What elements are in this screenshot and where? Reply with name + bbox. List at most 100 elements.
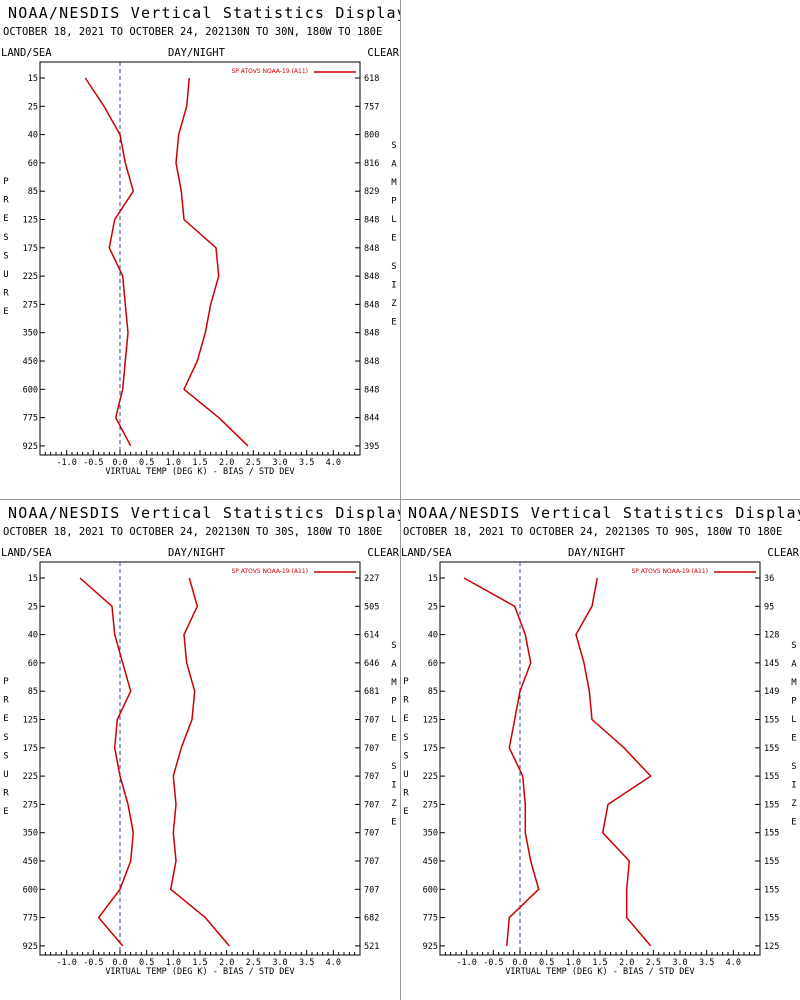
x-tick-label: 2.5 bbox=[246, 958, 261, 968]
sample-size-axis-letter: E bbox=[391, 734, 396, 744]
x-tick-label: 1.0 bbox=[166, 458, 181, 468]
sample-size-label: 844 bbox=[364, 414, 379, 424]
std-dev-line bbox=[575, 577, 652, 947]
pressure-level-label: 925 bbox=[423, 942, 438, 952]
sample-size-label: 800 bbox=[364, 131, 379, 141]
legend-label: SP ATOVS NOAA-19 (A11) bbox=[231, 568, 308, 575]
pressure-axis-letter: R bbox=[3, 696, 9, 706]
x-tick-label: 4.0 bbox=[326, 958, 341, 968]
x-tick-label: 1.0 bbox=[566, 958, 581, 968]
sample-size-label: 505 bbox=[364, 602, 379, 612]
panel-dates: OCTOBER 18, 2021 TO OCTOBER 24, 2021 bbox=[3, 26, 231, 38]
sample-size-axis-letter: I bbox=[391, 781, 396, 791]
pressure-level-label: 15 bbox=[28, 574, 38, 584]
sample-size-label: 155 bbox=[764, 829, 779, 839]
x-tick-label: 2.0 bbox=[219, 958, 234, 968]
pressure-level-label: 600 bbox=[23, 385, 38, 395]
bias-line bbox=[79, 577, 135, 947]
sample-size-axis-letter: S bbox=[391, 762, 396, 772]
x-tick-label: 3.0 bbox=[272, 458, 287, 468]
sample-size-label: 521 bbox=[364, 942, 379, 952]
pressure-level-label: 225 bbox=[23, 272, 38, 282]
pressure-axis-letter: R bbox=[403, 789, 409, 799]
sample-size-label: 682 bbox=[364, 914, 379, 924]
sample-size-axis-letter: Z bbox=[391, 299, 397, 309]
pressure-level-label: 15 bbox=[28, 74, 38, 84]
panel-title: NOAA/NESDIS Vertical Statistics Display bbox=[8, 4, 400, 22]
legend-label: SP ATOVS NOAA-19 (A11) bbox=[631, 568, 708, 575]
sample-size-axis-letter: I bbox=[391, 281, 396, 291]
pressure-axis-letter: U bbox=[3, 770, 8, 780]
sample-size-axis-letter: L bbox=[391, 215, 396, 225]
plot-frame bbox=[39, 61, 361, 456]
panel-dates: OCTOBER 18, 2021 TO OCTOBER 24, 2021 bbox=[403, 526, 631, 538]
sample-size-label: 829 bbox=[364, 187, 379, 197]
sample-size-label: 707 bbox=[364, 716, 379, 726]
x-axis-label: VIRTUAL TEMP (DEG K) - BIAS / STD DEV bbox=[505, 967, 694, 977]
sample-size-label: 816 bbox=[364, 159, 379, 169]
pressure-level-label: 925 bbox=[23, 942, 38, 952]
sample-size-axis-letter: E bbox=[391, 234, 396, 244]
x-tick-label: 0.5 bbox=[139, 458, 154, 468]
x-tick-label: -1.0 bbox=[56, 458, 76, 468]
x-tick-label: 1.0 bbox=[166, 958, 181, 968]
panel-region: 30N TO 30N, 180W TO 180E bbox=[230, 26, 383, 38]
sample-size-axis-letter: L bbox=[791, 715, 796, 725]
vertical-divider bbox=[400, 0, 401, 1000]
pressure-level-label: 60 bbox=[28, 159, 38, 169]
sample-size-axis-letter: P bbox=[391, 697, 397, 707]
day-night-label: DAY/NIGHT bbox=[568, 547, 625, 559]
x-tick-label: 2.0 bbox=[619, 958, 634, 968]
sample-size-label: 848 bbox=[364, 300, 379, 310]
pressure-level-label: 350 bbox=[23, 829, 38, 839]
x-tick-label: 3.5 bbox=[299, 458, 314, 468]
sample-size-axis-letter: S bbox=[791, 641, 796, 651]
sample-size-label: 395 bbox=[364, 442, 379, 452]
pressure-axis-letter: P bbox=[3, 677, 9, 687]
stats-panel-2: NOAA/NESDIS Vertical Statistics Display … bbox=[0, 500, 400, 1000]
panel-date-range: OCTOBER 18, 2021 TO OCTOBER 24, 202130N … bbox=[3, 26, 382, 38]
panel-region: 30N TO 30S, 180W TO 180E bbox=[230, 526, 383, 538]
pressure-axis-letter: R bbox=[3, 289, 9, 299]
sample-size-label: 618 bbox=[364, 74, 379, 84]
x-tick-label: 0.0 bbox=[112, 958, 127, 968]
pressure-level-label: 775 bbox=[23, 914, 38, 924]
sample-size-axis-letter: P bbox=[791, 697, 797, 707]
vertical-stats-chart: -1.0 -0.5 0.0 0.5 1.0 1.5 2.0 2.5 3.0 3.5 4.0 VIRTU… bbox=[403, 561, 797, 977]
pressure-level-label: 25 bbox=[28, 602, 38, 612]
x-tick-label: -1.0 bbox=[56, 958, 76, 968]
sample-size-label: 155 bbox=[764, 885, 779, 895]
pressure-axis-letter: S bbox=[403, 751, 408, 761]
pressure-level-label: 125 bbox=[23, 216, 38, 226]
sample-size-label: 707 bbox=[364, 772, 379, 782]
sample-size-label: 155 bbox=[764, 914, 779, 924]
pressure-level-label: 85 bbox=[28, 687, 38, 697]
pressure-level-label: 350 bbox=[423, 829, 438, 839]
std-dev-line bbox=[169, 577, 230, 947]
sample-size-label: 707 bbox=[364, 744, 379, 754]
x-tick-label: 3.0 bbox=[672, 958, 687, 968]
day-night-label: DAY/NIGHT bbox=[168, 47, 225, 59]
x-tick-label: 1.5 bbox=[192, 458, 207, 468]
pressure-axis-letter: P bbox=[403, 677, 409, 687]
sample-size-axis-letter: Z bbox=[391, 799, 397, 809]
pressure-level-label: 175 bbox=[23, 744, 38, 754]
vertical-stats-chart: -1.0 -0.5 0.0 0.5 1.0 1.5 2.0 2.5 3.0 3.5 4.0 VIRTU… bbox=[3, 561, 397, 977]
sample-size-label: 848 bbox=[364, 357, 379, 367]
panel-region: 30S TO 90S, 180W TO 180E bbox=[630, 526, 783, 538]
sample-size-axis-letter: E bbox=[791, 818, 796, 828]
x-tick-label: 4.0 bbox=[326, 458, 341, 468]
pressure-level-label: 15 bbox=[428, 574, 438, 584]
sample-size-label: 155 bbox=[764, 744, 779, 754]
pressure-level-label: 175 bbox=[423, 744, 438, 754]
pressure-level-label: 450 bbox=[23, 357, 38, 367]
sample-size-label: 125 bbox=[764, 942, 779, 952]
plot-frame bbox=[439, 561, 761, 956]
land-sea-label: LAND/SEA bbox=[401, 547, 452, 559]
x-axis-label: VIRTUAL TEMP (DEG K) - BIAS / STD DEV bbox=[105, 967, 294, 977]
clear-label: CLEAR bbox=[367, 47, 399, 59]
sample-size-axis-letter: S bbox=[391, 641, 396, 651]
panel-date-range: OCTOBER 18, 2021 TO OCTOBER 24, 202130N … bbox=[3, 526, 382, 538]
pressure-level-label: 40 bbox=[28, 131, 38, 141]
stats-panel-3: NOAA/NESDIS Vertical Statistics Display … bbox=[400, 500, 800, 1000]
